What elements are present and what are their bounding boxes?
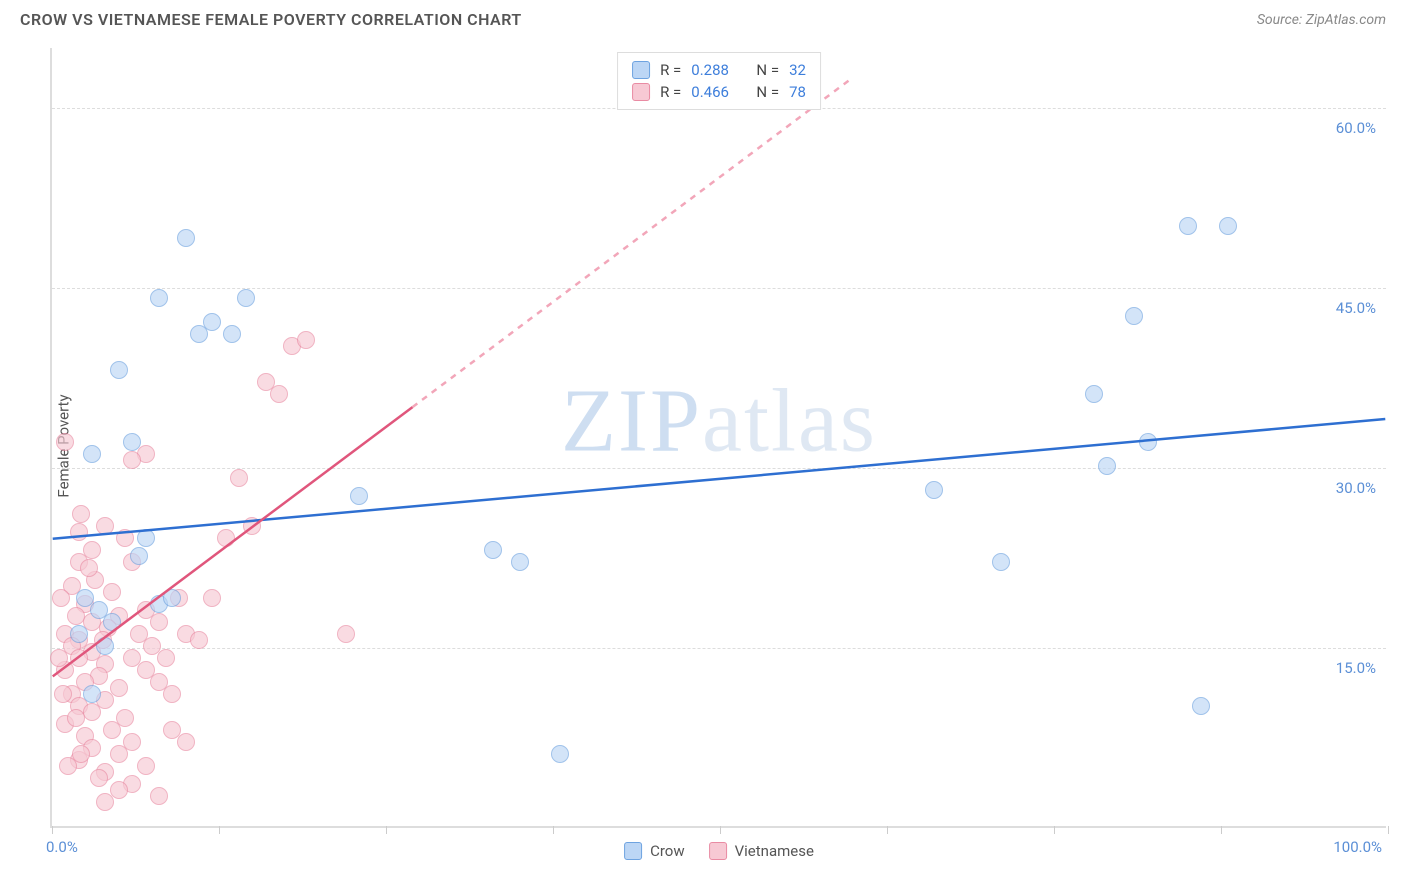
viet-point	[67, 607, 85, 625]
viet-point	[103, 583, 121, 601]
crow-point	[190, 325, 208, 343]
crow-point	[103, 613, 121, 631]
viet-point	[96, 793, 114, 811]
x-tick	[219, 826, 220, 834]
y-tick-label: 15.0%	[1336, 659, 1376, 677]
viet-point	[103, 721, 121, 739]
viet-point	[59, 757, 77, 775]
x-axis-max-label: 100.0%	[1333, 838, 1382, 856]
viet-point	[52, 589, 70, 607]
gridline	[52, 648, 1386, 649]
viet-point	[177, 733, 195, 751]
x-tick	[887, 826, 888, 834]
legend-item-crow: Crow	[624, 842, 685, 860]
crow-point	[96, 637, 114, 655]
legend-row-viet: R = 0.466 N = 78	[632, 81, 806, 103]
viet-point	[67, 709, 85, 727]
crow-point	[1139, 433, 1157, 451]
crow-point	[1098, 457, 1116, 475]
crow-point	[1125, 307, 1143, 325]
viet-point	[150, 613, 168, 631]
x-tick	[720, 826, 721, 834]
crow-point	[1192, 697, 1210, 715]
viet-point	[110, 745, 128, 763]
y-tick-label: 45.0%	[1336, 299, 1376, 317]
crow-point	[350, 487, 368, 505]
crow-point	[925, 481, 943, 499]
viet-point	[50, 649, 68, 667]
trendline	[413, 78, 853, 407]
crow-swatch-icon	[632, 61, 650, 79]
crow-point	[83, 685, 101, 703]
correlation-legend: R = 0.288 N = 32 R = 0.466 N = 78	[617, 52, 821, 110]
viet-point	[157, 649, 175, 667]
viet-point	[150, 787, 168, 805]
crow-swatch-icon	[624, 842, 642, 860]
x-tick	[1388, 826, 1389, 834]
x-tick	[553, 826, 554, 834]
crow-point	[163, 589, 181, 607]
crow-point	[223, 325, 241, 343]
viet-point	[72, 505, 90, 523]
series-legend: Crow Vietnamese	[624, 842, 814, 860]
crow-point	[123, 433, 141, 451]
y-tick-label: 60.0%	[1336, 119, 1376, 137]
chart-source: Source: ZipAtlas.com	[1257, 12, 1386, 28]
viet-point	[217, 529, 235, 547]
x-axis-min-label: 0.0%	[46, 838, 78, 856]
chart-header: CROW VS VIETNAMESE FEMALE POVERTY CORREL…	[0, 0, 1406, 35]
viet-point	[137, 757, 155, 775]
viet-point	[80, 559, 98, 577]
crow-point	[511, 553, 529, 571]
crow-point	[76, 589, 94, 607]
viet-point	[297, 331, 315, 349]
x-tick	[386, 826, 387, 834]
viet-swatch-icon	[709, 842, 727, 860]
viet-point	[83, 541, 101, 559]
x-tick	[1054, 826, 1055, 834]
crow-point	[137, 529, 155, 547]
viet-point	[190, 631, 208, 649]
crow-point	[70, 625, 88, 643]
viet-point	[163, 685, 181, 703]
legend-item-viet: Vietnamese	[709, 842, 814, 860]
crow-point	[484, 541, 502, 559]
chart-title: CROW VS VIETNAMESE FEMALE POVERTY CORREL…	[20, 10, 522, 29]
viet-point	[83, 703, 101, 721]
crow-point	[83, 445, 101, 463]
viet-point	[96, 517, 114, 535]
viet-point	[203, 589, 221, 607]
crow-point	[1219, 217, 1237, 235]
crow-point	[1085, 385, 1103, 403]
viet-point	[243, 517, 261, 535]
crow-point	[237, 289, 255, 307]
gridline	[52, 288, 1386, 289]
viet-point	[56, 433, 74, 451]
crow-point	[177, 229, 195, 247]
viet-point	[54, 685, 72, 703]
crow-point	[150, 289, 168, 307]
viet-point	[123, 451, 141, 469]
viet-swatch-icon	[632, 83, 650, 101]
crow-point	[110, 361, 128, 379]
crow-point	[551, 745, 569, 763]
watermark: ZIPatlas	[561, 370, 877, 473]
x-tick	[52, 826, 53, 834]
scatter-chart: ZIPatlas R = 0.288 N = 32 R = 0.466 N = …	[50, 48, 1386, 828]
viet-point	[230, 469, 248, 487]
crow-point	[992, 553, 1010, 571]
x-tick	[1221, 826, 1222, 834]
viet-point	[116, 529, 134, 547]
viet-point	[337, 625, 355, 643]
viet-point	[90, 769, 108, 787]
viet-point	[270, 385, 288, 403]
y-tick-label: 30.0%	[1336, 479, 1376, 497]
crow-point	[1179, 217, 1197, 235]
legend-row-crow: R = 0.288 N = 32	[632, 59, 806, 81]
crow-point	[130, 547, 148, 565]
viet-point	[70, 523, 88, 541]
